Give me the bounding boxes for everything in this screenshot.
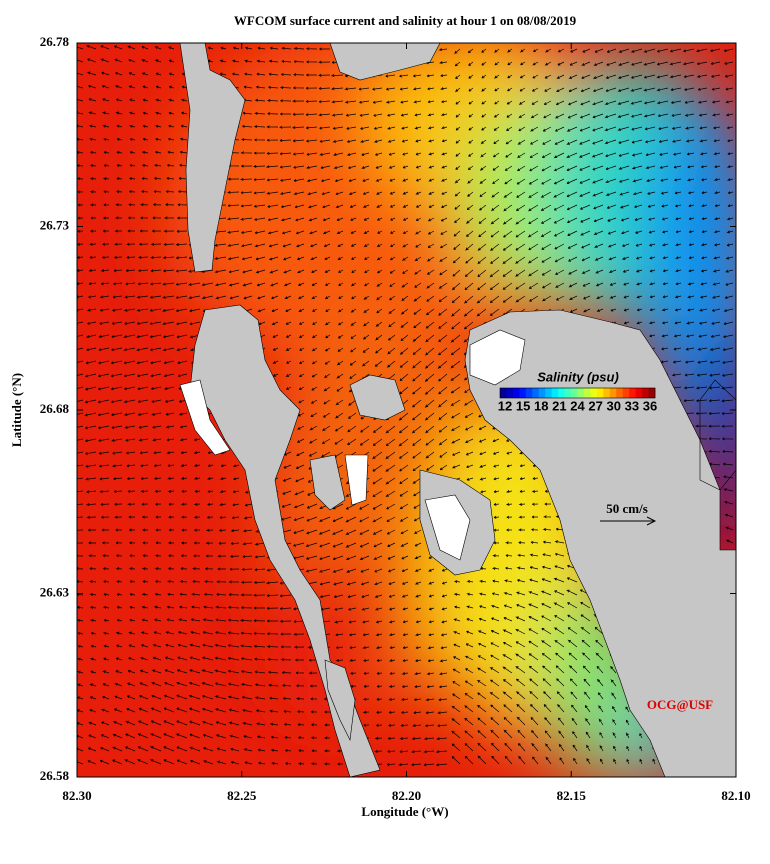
colorbar-segment [583,388,591,398]
colorbar-segment [629,388,636,398]
colorbar-segment [648,388,656,398]
colorbar-segment [564,388,572,398]
colorbar-segment [500,388,507,398]
colorbar-segment [642,388,649,398]
y-tick-label: 26.73 [40,217,70,232]
colorbar-tick-label: 36 [643,398,657,413]
x-axis-label: Longitude (°W) [361,804,448,819]
credit: OCG@USF [647,697,713,712]
colorbar-tick-label: 33 [625,398,639,413]
y-tick-label: 26.58 [40,768,70,783]
colorbar-tick-label: 21 [552,398,566,413]
x-tick-label: 82.15 [557,788,587,803]
colorbar-segment [519,388,527,398]
colorbar-title: Salinity (psu) [537,369,619,384]
colorbar-segment [512,388,520,398]
colorbar-tick-label: 15 [516,398,530,413]
x-tick-label: 82.20 [392,788,421,803]
colorbar-segment [603,388,611,398]
colorbar-segment [551,388,559,398]
y-axis-label: Latitude (°N) [9,373,24,447]
colorbar-segment [525,388,533,398]
scale-label: 50 cm/s [606,501,648,516]
colorbar-tick-label: 24 [570,398,585,413]
colorbar-segment [622,388,630,398]
colorbar-segment [635,388,643,398]
colorbar-tick-label: 27 [588,398,602,413]
y-tick-label: 26.63 [40,584,70,599]
x-tick-label: 82.30 [62,788,91,803]
chart-title: WFCOM surface current and salinity at ho… [234,13,577,28]
x-tick-label: 82.25 [227,788,257,803]
y-tick-label: 26.68 [40,401,70,416]
colorbar-segment [616,388,624,398]
colorbar-tick-label: 12 [498,398,512,413]
colorbar-segment [609,388,617,398]
colorbar-tick-label: 18 [534,398,548,413]
scale-arrow [600,516,657,526]
x-tick-label: 82.10 [721,788,750,803]
colorbar-frame [499,387,656,399]
colorbar-segment [571,388,578,398]
colorbar-segment [596,388,604,398]
y-tick-label: 26.78 [40,34,70,49]
colorbar-segment [590,388,598,398]
salinity-field [77,43,736,777]
colorbar-segment [538,388,546,398]
colorbar-segment [577,388,585,398]
land [179,43,736,777]
colorbar-segment [532,388,540,398]
colorbar-segment [558,388,565,398]
colorbar-tick-label: 30 [607,398,621,413]
colorbar-segment [506,388,514,398]
colorbar-segment [545,388,552,398]
